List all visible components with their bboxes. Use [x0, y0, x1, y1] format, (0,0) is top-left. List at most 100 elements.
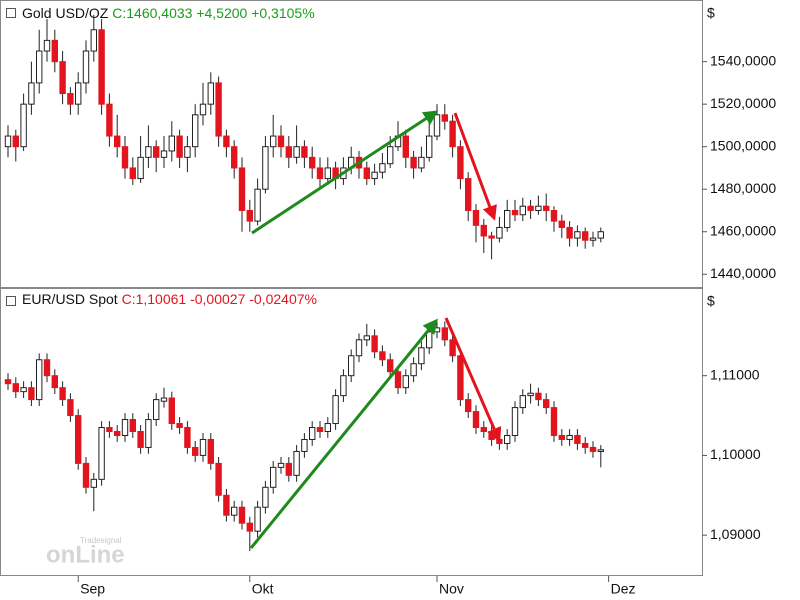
- candle-body: [582, 231, 589, 241]
- candle-body: [535, 205, 542, 211]
- candle-body: [309, 427, 316, 440]
- candle-body: [36, 50, 43, 84]
- candle-body: [457, 355, 464, 401]
- candle-body: [402, 135, 410, 158]
- panel-icon[interactable]: [6, 8, 16, 18]
- candle-body: [465, 178, 472, 211]
- candle-body: [324, 423, 332, 432]
- panel-frame: [0, 0, 703, 288]
- candle-body: [511, 209, 519, 216]
- candle-body: [114, 135, 121, 148]
- candle-body: [207, 82, 215, 105]
- candle-body: [106, 103, 113, 137]
- candle-body: [566, 226, 573, 239]
- candle-body: [28, 82, 35, 105]
- candle-body: [527, 392, 534, 397]
- candle-body: [371, 171, 378, 180]
- candle-body: [277, 135, 285, 148]
- candle-body: [379, 163, 386, 173]
- candle-body: [129, 167, 137, 180]
- candle-body: [67, 399, 74, 417]
- candle-body: [106, 427, 113, 432]
- candle-body: [597, 449, 604, 452]
- candle-body: [589, 237, 597, 241]
- candle-body: [137, 431, 144, 448]
- candle-body: [441, 327, 449, 341]
- candle-body: [36, 359, 43, 401]
- y-tick-label: 1480,0000: [710, 180, 776, 196]
- candle-body: [153, 399, 160, 421]
- candle-body: [550, 407, 558, 436]
- candle-body: [504, 209, 511, 228]
- candle-body: [121, 419, 129, 436]
- candle-body: [168, 397, 176, 425]
- candle-body: [558, 434, 565, 440]
- candle-body: [28, 387, 35, 401]
- x-tick-label: Sep: [80, 581, 105, 597]
- candle-body: [270, 135, 277, 148]
- panel-frame: [0, 288, 703, 576]
- candle-body: [231, 506, 238, 516]
- panel-title: Gold USD/OZ C:1460,4033 +4,5200 +0,3105%: [22, 5, 315, 21]
- candle-body: [270, 466, 277, 488]
- quote: C:1,10061 -0,00027 -0,02407%: [122, 291, 317, 307]
- candle-body: [402, 375, 410, 389]
- candle-body: [511, 407, 519, 436]
- candle-body: [589, 446, 597, 452]
- candle-body: [550, 209, 558, 222]
- candle-body: [215, 82, 222, 137]
- candle-body: [558, 220, 565, 228]
- x-tick-label: Nov: [439, 581, 464, 597]
- candle-body: [277, 462, 285, 468]
- candle-body: [504, 434, 511, 444]
- trend-arrow: [444, 317, 502, 443]
- candle-body: [472, 209, 480, 226]
- candle-body: [363, 167, 371, 180]
- candle-body: [145, 419, 152, 448]
- candle-body: [59, 61, 66, 95]
- candle-body: [254, 506, 261, 532]
- y-tick-label: 1500,0000: [710, 137, 776, 153]
- marks: [4, 14, 604, 552]
- instrument: Gold USD/OZ: [22, 5, 109, 21]
- candle-body: [168, 135, 176, 152]
- candle-body: [98, 29, 105, 105]
- candle-body: [176, 423, 183, 429]
- candle-body: [4, 135, 12, 148]
- candle-body: [59, 387, 66, 401]
- candle-body: [145, 146, 152, 158]
- candle-body: [121, 146, 129, 169]
- candle-body: [90, 29, 97, 52]
- candle-body: [137, 156, 144, 180]
- candle-body: [231, 146, 238, 169]
- candle-body: [418, 347, 425, 365]
- candle-body: [519, 395, 526, 409]
- candle-body: [215, 462, 222, 496]
- candle-body: [582, 442, 589, 448]
- candle-body: [238, 167, 246, 211]
- candle-body: [363, 335, 371, 341]
- candle-body: [43, 359, 51, 377]
- candle-body: [543, 399, 550, 409]
- candle-body: [254, 188, 261, 222]
- candle-body: [394, 371, 402, 389]
- unit-label: $: [707, 5, 715, 21]
- candle-body: [12, 135, 20, 148]
- candle-body: [207, 438, 215, 464]
- candle-body: [379, 351, 386, 361]
- candle-body: [82, 462, 90, 488]
- candle-body: [441, 114, 449, 122]
- panel-title: EUR/USD Spot C:1,10061 -0,00027 -0,02407…: [22, 291, 317, 307]
- candle-body: [535, 392, 542, 401]
- candle-body: [12, 383, 20, 393]
- candle-body: [67, 93, 74, 105]
- candle-body: [324, 167, 332, 180]
- candle-body: [262, 146, 269, 190]
- candle-body: [153, 146, 160, 158]
- panel-icon[interactable]: [6, 296, 16, 306]
- candle-body: [184, 146, 191, 158]
- candle-body: [449, 120, 456, 148]
- trend-arrow: [249, 318, 438, 549]
- candle-body: [371, 335, 378, 353]
